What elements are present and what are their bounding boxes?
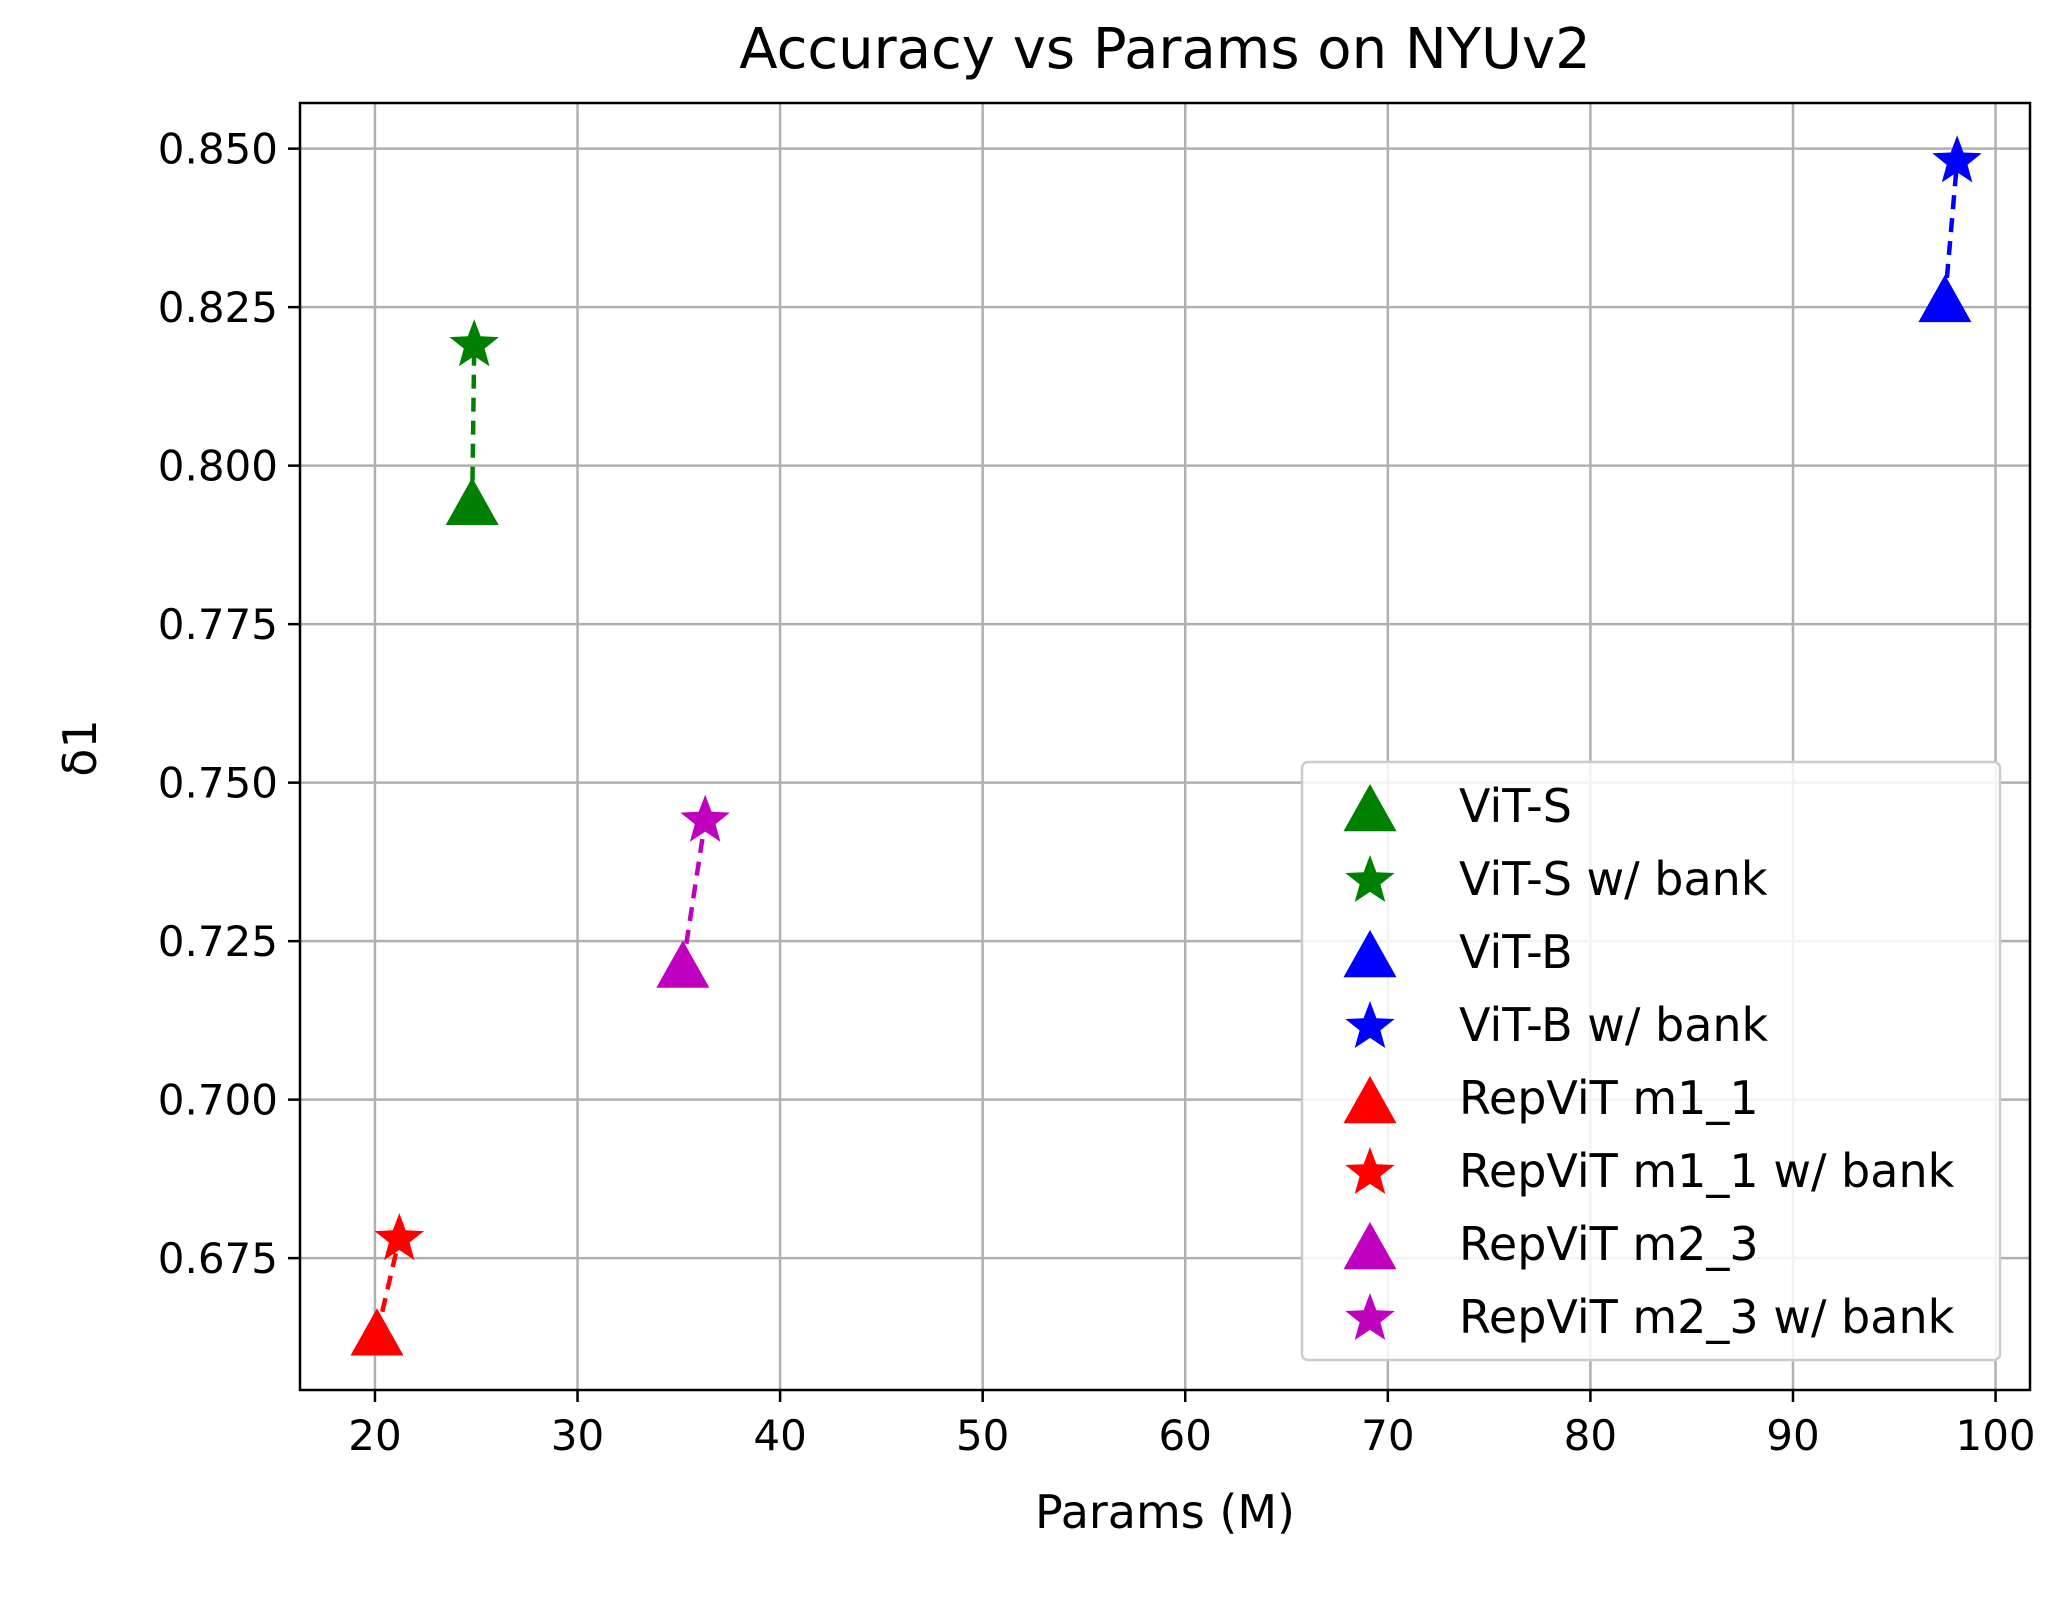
y-axis-ticks: 0.675 0.700 0.725 0.750 0.775 0.800 0.825 0.850 [158,125,300,1283]
point-vit-s-w-bank [449,319,499,367]
legend-entry: ViT-B w/ bank [1345,998,1769,1052]
legend-entry: RepViT m2_3 [1343,1217,1759,1271]
legend-marker-repvit-m1-1 [1343,1076,1397,1124]
legend-label: ViT-B w/ bank [1459,998,1769,1052]
y-axis-label: δ1 [53,719,107,776]
connector-repvit-m1-1 [374,1238,402,1335]
x-tick-label: 40 [753,1411,806,1460]
point-vit-s [445,477,499,525]
legend-entry: RepViT m2_3 w/ bank [1345,1290,1955,1344]
y-tick-label: 0.800 [158,442,278,491]
y-tick-label: 0.775 [158,600,278,649]
x-axis-ticks: 20 30 40 50 60 70 80 90 100 [348,1390,2036,1460]
legend-marker-repvit-m2-3-w-bank [1345,1293,1395,1340]
legend-marker-repvit-m1-1-w-bank [1345,1147,1395,1194]
legend-label: RepViT m1_1 w/ bank [1459,1144,1955,1198]
legend-entry: ViT-S [1343,779,1572,833]
legend-marker-vit-s [1343,784,1397,832]
x-tick-label: 20 [348,1411,401,1460]
y-tick-label: 0.750 [158,759,278,808]
x-tick-label: 100 [1955,1411,2035,1460]
y-tick-label: 0.850 [158,125,278,174]
x-tick-label: 60 [1159,1411,1212,1460]
connector-lines [374,161,1960,1335]
plot-area [298,101,2032,1392]
legend-label: RepViT m2_3 w/ bank [1459,1290,1955,1344]
legend-label: ViT-S [1459,779,1572,833]
legend-entry: RepViT m1_1 w/ bank [1345,1144,1955,1198]
y-tick-label: 0.675 [158,1234,278,1283]
chart-title: Accuracy vs Params on NYUv2 [739,17,1590,82]
legend-label: ViT-S w/ bank [1459,852,1768,906]
legend-entry: ViT-B [1343,925,1573,979]
legend: ViT-S ViT-S w/ bank ViT-B ViT-B w/ bank RepV… [1300,760,2002,1362]
point-vit-b [1918,274,1972,323]
point-repvit-m1-1-w-bank [374,1213,424,1261]
x-axis-label: Params (M) [1035,1485,1295,1539]
connector-vit-s [469,345,477,504]
x-tick-label: 80 [1564,1411,1617,1460]
legend-marker-vit-b [1343,930,1397,978]
legend-marker-vit-b-w-bank [1345,1001,1395,1048]
data-markers [350,135,1982,1356]
legend-label: RepViT m2_3 [1459,1217,1759,1271]
x-tick-label: 90 [1766,1411,1819,1460]
x-tick-label: 70 [1361,1411,1414,1460]
connector-repvit-m2-3 [680,820,708,967]
point-vit-b-w-bank [1932,135,1982,183]
legend-entry: RepViT m1_1 [1343,1071,1759,1125]
x-tick-label: 30 [551,1411,604,1460]
point-repvit-m2-3-w-bank [680,794,730,842]
legend-label: RepViT m1_1 [1459,1071,1759,1125]
y-tick-label: 0.825 [158,283,278,332]
legend-marker-repvit-m2-3 [1343,1222,1397,1270]
point-repvit-m2-3 [656,940,710,988]
legend-entry: ViT-S w/ bank [1345,852,1768,906]
x-tick-label: 50 [956,1411,1009,1460]
y-tick-label: 0.725 [158,917,278,966]
connector-vit-b [1942,161,1960,302]
y-tick-label: 0.700 [158,1076,278,1125]
legend-box [1300,760,2002,1362]
legend-label: ViT-B [1459,925,1573,979]
point-repvit-m1-1 [350,1308,404,1356]
legend-marker-vit-s-w-bank [1345,855,1395,902]
